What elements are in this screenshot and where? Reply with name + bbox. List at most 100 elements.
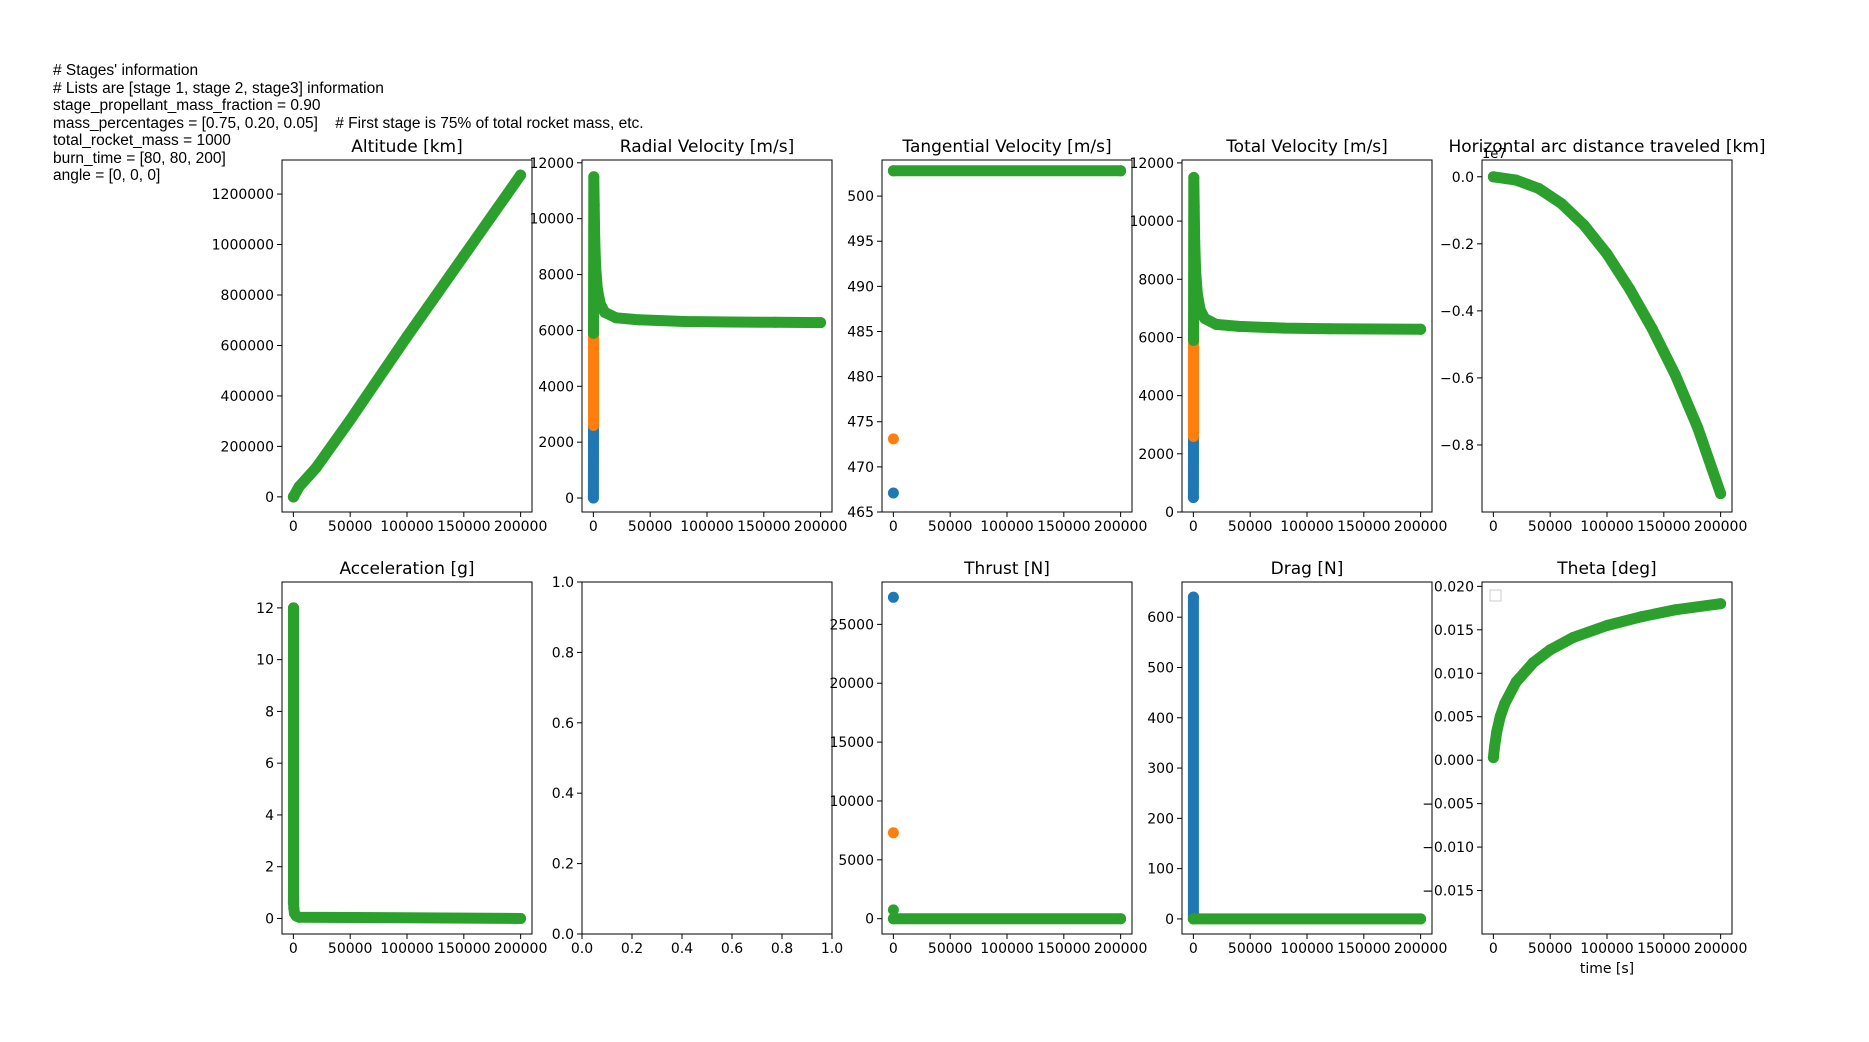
x-tick-label: 200000 (1694, 941, 1747, 957)
y-tick-label: 12 (256, 601, 274, 617)
y-tick-label: 480 (847, 370, 874, 386)
y-tick-label: −0.4 (1440, 304, 1474, 320)
data-point (1669, 369, 1681, 381)
y-tick-label: 200000 (221, 439, 274, 455)
stage-info-text: # Stages' information # Lists are [stage … (53, 62, 644, 185)
x-tick-label: 0 (1489, 519, 1498, 535)
subplot-2: 0 50000 100000 150000 200000 0 2000 4000 6000 800… (529, 137, 847, 535)
data-point (1115, 913, 1127, 925)
x-tick-label: 100000 (1280, 519, 1333, 535)
y-tick-label: 4000 (1138, 389, 1174, 405)
x-tick-label: 200000 (1094, 519, 1147, 535)
y-tick-label: 4000 (538, 379, 574, 395)
plot-area (587, 171, 827, 504)
x-tick-label: 150000 (437, 519, 490, 535)
data-point (1601, 620, 1613, 631)
data-point (1487, 171, 1499, 183)
subplot-6: 0 50000 100000 150000 200000 0 2 4 6 8 10 12 Acceler… (256, 559, 547, 957)
x-tick-label: 150000 (1037, 941, 1090, 957)
y-tick-label: 465 (847, 505, 874, 521)
data-point (1188, 172, 1200, 183)
data-point (1527, 657, 1539, 669)
y-tick-label: −0.010 (1422, 840, 1474, 856)
data-point (1499, 698, 1511, 710)
x-tick-label: 50000 (928, 519, 973, 535)
info-line: mass_percentages = [0.75, 0.20, 0.05] # … (53, 114, 644, 132)
data-point (1194, 304, 1206, 316)
info-line: # Stages' information (53, 62, 199, 79)
legend-box (1489, 589, 1502, 602)
y-tick-label: 8000 (538, 268, 574, 284)
data-point (589, 232, 601, 244)
data-point (599, 306, 611, 318)
data-point (678, 316, 690, 327)
y-tick-label: 0.000 (1434, 753, 1474, 769)
y-tick-label: 10000 (529, 212, 574, 228)
x-tick-label: 200000 (494, 519, 547, 535)
data-point (588, 199, 600, 211)
data-point (1578, 219, 1590, 231)
y-tick-label: 0 (1165, 912, 1174, 928)
data-point (1369, 323, 1381, 335)
x-tick-label: 100000 (1280, 941, 1333, 957)
y-tick-label: 800000 (221, 288, 274, 304)
data-point (515, 169, 527, 181)
subplot-5: 0 50000 100000 150000 200000 0.0 −0.2 −0.4 −0.6 −… (1440, 137, 1766, 535)
chart-title: Tangential Velocity [m/s] (901, 137, 1111, 157)
data-point (1635, 611, 1647, 623)
axes-frame (1481, 581, 1733, 935)
y-tick-label: 0.4 (552, 786, 574, 802)
y-tick-label: 2 (265, 860, 274, 876)
info-line: total_rocket_mass = 1000 (53, 132, 231, 149)
y-tick-label: 12000 (1129, 156, 1174, 172)
x-tick-label: 0 (289, 519, 298, 535)
x-tick-label: 50000 (1528, 519, 1573, 535)
info-line: stage_propellant_mass_fraction = 0.90 (53, 97, 321, 114)
data-point (887, 904, 899, 916)
data-point (887, 487, 899, 499)
series-3-line (588, 171, 827, 339)
x-tick-label: 100000 (1580, 519, 1633, 535)
data-point (401, 331, 413, 343)
data-point (1233, 320, 1245, 332)
y-tick-label: 0 (565, 491, 574, 507)
data-point (1491, 726, 1503, 737)
y-tick-label: 1.0 (552, 575, 574, 591)
x-tick-label: 0.2 (621, 941, 643, 957)
x-tick-label: 200000 (1094, 941, 1147, 957)
x-tick-label: 1.0 (821, 941, 843, 957)
data-point (1715, 488, 1727, 500)
data-point (587, 492, 599, 504)
y-tick-label: 6000 (1138, 330, 1174, 346)
series-1-line (1487, 171, 1727, 500)
data-point (1647, 323, 1658, 335)
x-tick-label: 150000 (1037, 519, 1090, 535)
y-tick-label: −0.015 (1422, 884, 1474, 900)
y-tick-label: 0.020 (1434, 579, 1474, 595)
y-tick-label: 5000 (838, 853, 874, 869)
data-point (1624, 283, 1636, 295)
x-tick-label: 150000 (437, 941, 490, 957)
y-tick-label: 15000 (829, 735, 874, 751)
x-tick-label: 100000 (680, 519, 733, 535)
x-tick-label: 0 (589, 519, 598, 535)
axes-frame (581, 159, 833, 513)
data-point (1415, 323, 1427, 335)
x-tick-label: 200000 (494, 941, 547, 957)
x-tick-label: 0 (1189, 519, 1198, 535)
x-tick-label: 0.6 (721, 941, 743, 957)
axis-offset-text: 1e7 (1482, 147, 1507, 162)
data-point (1324, 323, 1336, 335)
data-point (293, 481, 305, 493)
y-tick-label: 300 (1147, 761, 1174, 777)
chart-title: Radial Velocity [m/s] (620, 137, 794, 157)
data-point (288, 602, 299, 614)
data-point (1544, 644, 1556, 656)
data-point (594, 298, 606, 310)
data-point (1199, 313, 1211, 324)
x-tick-label: 100000 (380, 941, 433, 957)
axes-frame (1481, 159, 1733, 513)
data-point (1187, 913, 1199, 925)
x-tick-label: 0.4 (671, 941, 693, 957)
